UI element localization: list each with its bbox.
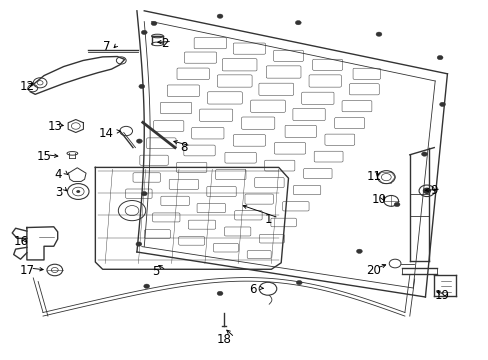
Text: 7: 7 [102,40,110,53]
Text: 3: 3 [55,186,62,199]
Text: 11: 11 [366,170,381,183]
Circle shape [375,32,381,36]
Circle shape [136,139,142,143]
Circle shape [217,14,223,18]
Text: 13: 13 [48,120,62,133]
Text: 2: 2 [161,37,168,50]
Text: 1: 1 [264,213,271,226]
Circle shape [151,21,157,26]
Circle shape [141,30,147,35]
Text: 6: 6 [249,283,256,296]
Text: 10: 10 [371,193,386,206]
Text: 8: 8 [180,141,187,154]
Text: 16: 16 [14,235,29,248]
Text: 20: 20 [365,264,380,276]
Circle shape [393,202,399,207]
Circle shape [423,188,429,193]
Circle shape [141,192,147,196]
Circle shape [136,242,142,246]
Text: 18: 18 [216,333,231,346]
Text: 4: 4 [55,168,62,181]
Text: 9: 9 [429,184,437,197]
Text: 19: 19 [433,289,448,302]
Text: 15: 15 [36,150,51,163]
Circle shape [296,280,302,285]
Circle shape [356,249,362,253]
Circle shape [439,102,445,107]
Circle shape [139,84,144,89]
Circle shape [143,284,149,288]
Text: 12: 12 [20,80,35,93]
Circle shape [421,152,427,156]
Ellipse shape [151,34,163,38]
Text: 5: 5 [151,265,159,278]
Circle shape [436,55,442,60]
Circle shape [76,190,80,193]
Text: 17: 17 [20,264,35,276]
Circle shape [295,21,301,25]
Text: 14: 14 [99,127,114,140]
Circle shape [217,291,223,296]
